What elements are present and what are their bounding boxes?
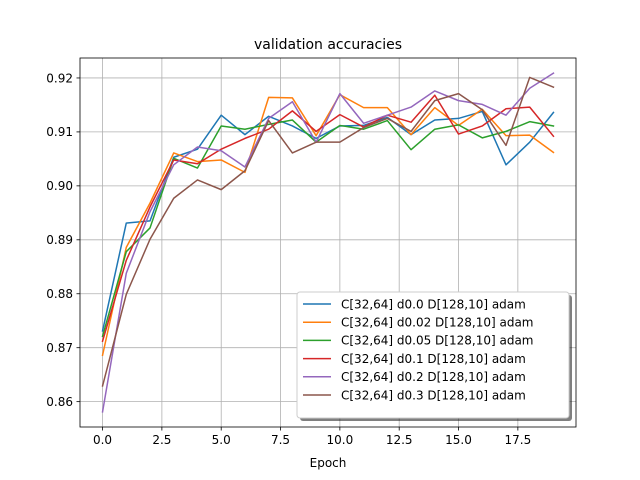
y-tick-label: 0.88 [46, 287, 73, 301]
y-tick-label: 0.92 [46, 71, 73, 85]
x-tick-label: 0.0 [93, 433, 112, 447]
x-tick-label: 5.0 [212, 433, 231, 447]
x-tick-label: 2.5 [152, 433, 171, 447]
x-tick-label: 10.0 [327, 433, 354, 447]
legend-label: C[32,64] d0.0 D[128,10] adam [341, 297, 526, 311]
legend-label: C[32,64] d0.3 D[128,10] adam [341, 388, 526, 402]
y-tick-label: 0.87 [46, 341, 73, 355]
y-axis: 0.86 0.87 0.88 0.89 0.90 0.91 0.92 [46, 71, 80, 409]
x-tick-label: 17.5 [504, 433, 531, 447]
y-tick-label: 0.89 [46, 233, 73, 247]
series-line-3 [101, 94, 555, 343]
legend-label: C[32,64] d0.05 D[128,10] adam [341, 334, 533, 348]
x-tick-label: 15.0 [445, 433, 472, 447]
legend-label: C[32,64] d0.2 D[128,10] adam [341, 370, 526, 384]
legend: C[32,64] d0.0 D[128,10] adam C[32,64] d0.… [296, 291, 572, 421]
x-axis: 0.0 2.5 5.0 7.5 10.0 12.5 15.0 17.5 [93, 427, 531, 447]
x-tick-label: 12.5 [386, 433, 413, 447]
series-line-4 [101, 72, 555, 413]
x-axis-label: Epoch [310, 456, 347, 470]
y-tick-label: 0.91 [46, 125, 73, 139]
series-lines [101, 72, 555, 413]
series-line-5 [101, 76, 555, 387]
y-tick-label: 0.86 [46, 395, 73, 409]
plot-frame [79, 57, 577, 428]
chart-title: validation accuracies [254, 37, 402, 53]
x-tick-label: 7.5 [271, 433, 290, 447]
legend-label: C[32,64] d0.1 D[128,10] adam [341, 352, 526, 366]
series-line-1 [101, 93, 555, 357]
y-tick-label: 0.90 [46, 179, 73, 193]
legend-label: C[32,64] d0.02 D[128,10] adam [341, 316, 533, 330]
legend-box [296, 291, 570, 419]
